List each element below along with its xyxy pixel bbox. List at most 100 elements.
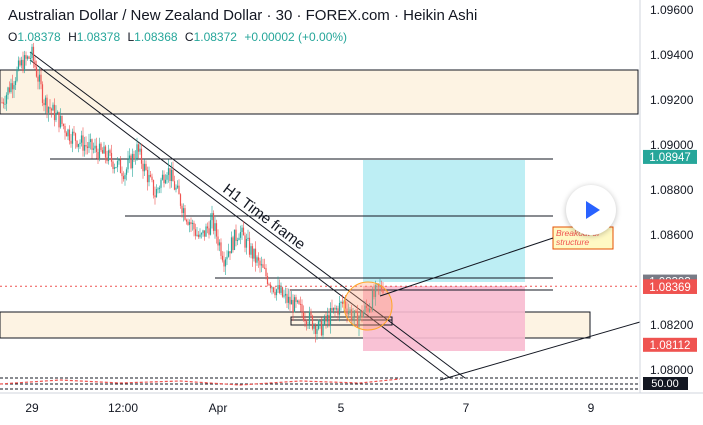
- indicator-badge-label: 50.00: [651, 378, 679, 390]
- candle-body: [95, 145, 98, 153]
- chart-title: Australian Dollar / New Zealand Dollar ·…: [8, 7, 478, 24]
- candle-body: [256, 257, 258, 263]
- candle-body: [169, 168, 171, 181]
- candle-body: [119, 159, 122, 174]
- candle-body: [373, 290, 375, 297]
- candle-body: [371, 290, 374, 311]
- candle-body: [91, 139, 93, 150]
- candle-body: [344, 301, 347, 309]
- candle-body: [124, 174, 126, 180]
- candle-body: [203, 230, 206, 237]
- channel-lower-line: [29, 59, 451, 379]
- candle-body: [238, 237, 240, 241]
- candle-body: [115, 167, 117, 169]
- candle-body: [89, 139, 92, 143]
- candle-body: [370, 308, 372, 311]
- candle-body: [284, 293, 287, 296]
- candle-body: [13, 85, 15, 90]
- time-tick: 5: [338, 401, 345, 415]
- candle-body: [56, 111, 59, 113]
- candle-body: [10, 83, 12, 93]
- time-tick: 9: [588, 401, 595, 415]
- candle-body: [359, 310, 362, 318]
- candle-body: [199, 234, 201, 237]
- candle-body: [347, 310, 350, 315]
- candle-body: [247, 237, 249, 239]
- candle-body: [103, 146, 105, 154]
- candle-body: [65, 132, 68, 137]
- play-button[interactable]: [566, 185, 616, 235]
- price-badge: 1.08947: [643, 149, 697, 164]
- candle-body: [367, 307, 369, 312]
- candle-body: [299, 303, 302, 305]
- candle-body: [193, 222, 195, 230]
- candle-body: [88, 142, 90, 149]
- candle-body: [331, 307, 333, 311]
- candle-body: [215, 223, 218, 237]
- candle-body: [307, 324, 309, 326]
- candles: [1, 42, 384, 343]
- candle-body: [20, 59, 23, 66]
- candle-body: [134, 158, 137, 160]
- candle-body: [191, 222, 194, 225]
- candle-body: [104, 146, 107, 158]
- candle-body: [167, 168, 170, 175]
- candle-body: [158, 187, 161, 189]
- candle-body: [77, 144, 80, 147]
- candle-body: [319, 320, 321, 322]
- price-badge-label: 1.08947: [649, 152, 691, 164]
- candle-body: [142, 163, 144, 172]
- candle-body: [289, 296, 291, 305]
- candle-body: [172, 169, 174, 182]
- candle-body: [310, 311, 312, 316]
- candle-body: [259, 260, 261, 266]
- candle-body: [242, 227, 245, 236]
- candle-body: [248, 237, 251, 255]
- candle-body: [346, 308, 348, 315]
- candle-body: [43, 102, 45, 106]
- candle-body: [190, 222, 192, 225]
- candle-body: [332, 307, 335, 311]
- candle-body: [46, 97, 48, 113]
- candle-body: [241, 227, 243, 232]
- candle-body: [202, 230, 204, 234]
- candle-body: [214, 223, 216, 231]
- indicator-badge: [643, 377, 688, 390]
- candle-body: [28, 56, 30, 59]
- candle-body: [223, 260, 225, 267]
- candle-body: [377, 283, 380, 287]
- candle-body: [53, 104, 56, 121]
- candle-body: [229, 251, 231, 254]
- candle-body: [40, 74, 42, 85]
- candle-body: [133, 153, 135, 160]
- candle-body: [137, 144, 140, 152]
- candle-body: [194, 229, 197, 236]
- candle-body: [335, 308, 338, 310]
- candle-body: [221, 255, 224, 261]
- candle-body: [17, 60, 20, 70]
- close-value: 1.08372: [193, 30, 237, 44]
- candle-body: [26, 56, 29, 59]
- candle-body: [101, 150, 104, 154]
- price-tick: 1.09600: [650, 3, 694, 17]
- candle-body: [217, 236, 219, 246]
- candle-body: [118, 159, 120, 162]
- candle-body: [71, 131, 74, 144]
- candle-body: [140, 148, 143, 164]
- candle-body: [32, 46, 35, 61]
- candle-body: [224, 259, 227, 267]
- candle-body: [146, 170, 149, 183]
- candle-body: [163, 174, 165, 184]
- candle-body: [14, 80, 17, 86]
- price-badge-box: [643, 279, 697, 294]
- candle-body: [130, 155, 132, 169]
- candle-body: [34, 60, 36, 68]
- change-value: +0.00002 (+0.00%): [244, 30, 348, 44]
- candle-body: [76, 140, 78, 147]
- candle-body: [326, 314, 329, 322]
- candle-body: [271, 287, 273, 289]
- candle-body: [328, 314, 330, 325]
- candle-body: [275, 289, 278, 296]
